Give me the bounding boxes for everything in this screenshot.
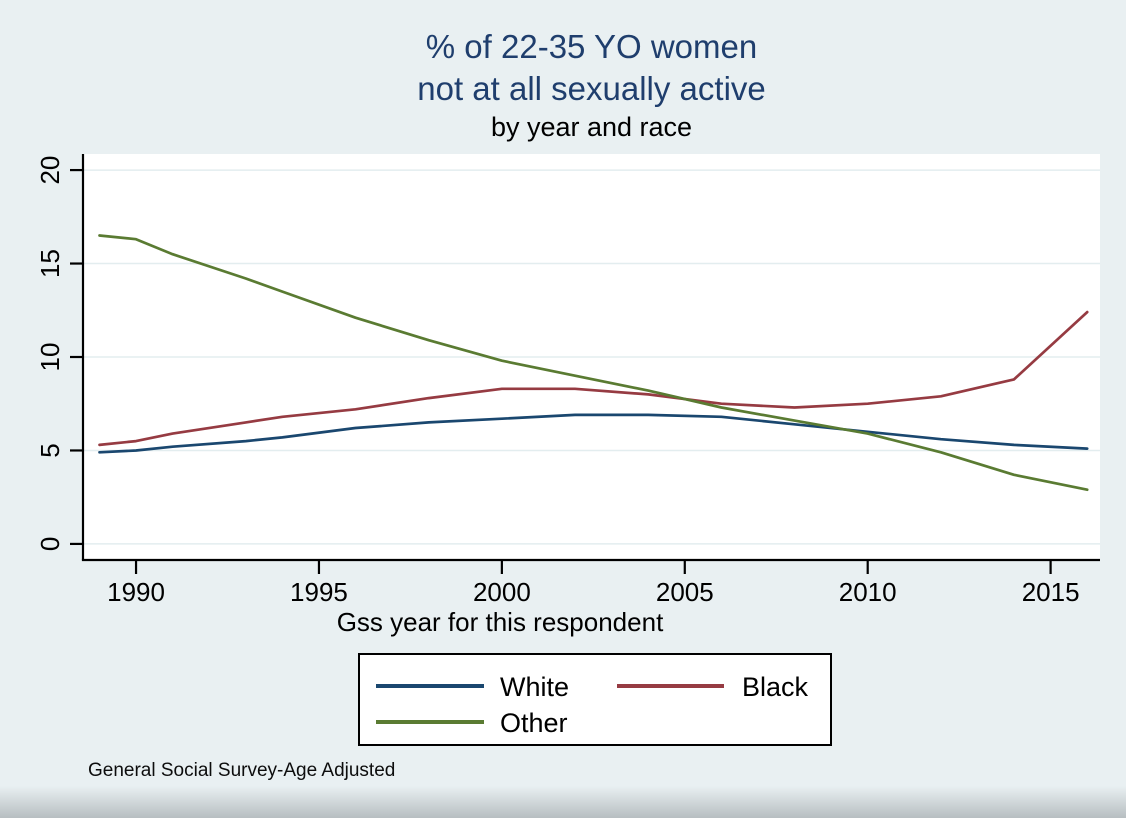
chart-subtitle: by year and race (490, 112, 693, 142)
legend-label-white: White (500, 672, 570, 702)
series-line-white (98, 413, 1089, 454)
y-tick-label-0: 0 (35, 537, 65, 551)
x-tick-label-2015: 2015 (1022, 577, 1080, 607)
series-line-other (98, 234, 1089, 492)
line-chart-plot: 0 5 10 15 20 1990 1995 2000 2005 2010 2015 (35, 154, 1100, 607)
x-tick-label-2000: 2000 (473, 577, 531, 607)
legend-line-white (376, 684, 484, 688)
y-tick-label-20: 20 (35, 156, 65, 185)
window-bottom-edge (0, 786, 1126, 818)
series-line-black (98, 310, 1089, 447)
x-tick-label-1990: 1990 (107, 577, 165, 607)
legend-line-black (617, 684, 724, 688)
y-tick-label-15: 15 (35, 249, 65, 278)
chart-title: % of 22-35 YO women not at all sexually … (83, 26, 1100, 110)
legend-box: White Black Other (358, 653, 832, 746)
legend-label-black: Black (742, 672, 809, 702)
x-axis-title: Gss year for this respondent (336, 607, 664, 637)
chart-title-line-2: not at all sexually active (417, 70, 766, 107)
y-tick-label-10: 10 (35, 343, 65, 372)
x-tick-label-2005: 2005 (656, 577, 714, 607)
legend-label-other: Other (500, 708, 568, 738)
source-note: General Social Survey-Age Adjusted (88, 760, 396, 781)
y-tick-label-5: 5 (35, 443, 65, 457)
x-tick-label-2010: 2010 (839, 577, 897, 607)
chart-title-line-1: % of 22-35 YO women (425, 28, 758, 65)
legend-line-other (376, 720, 484, 724)
x-tick-label-1995: 1995 (290, 577, 348, 607)
